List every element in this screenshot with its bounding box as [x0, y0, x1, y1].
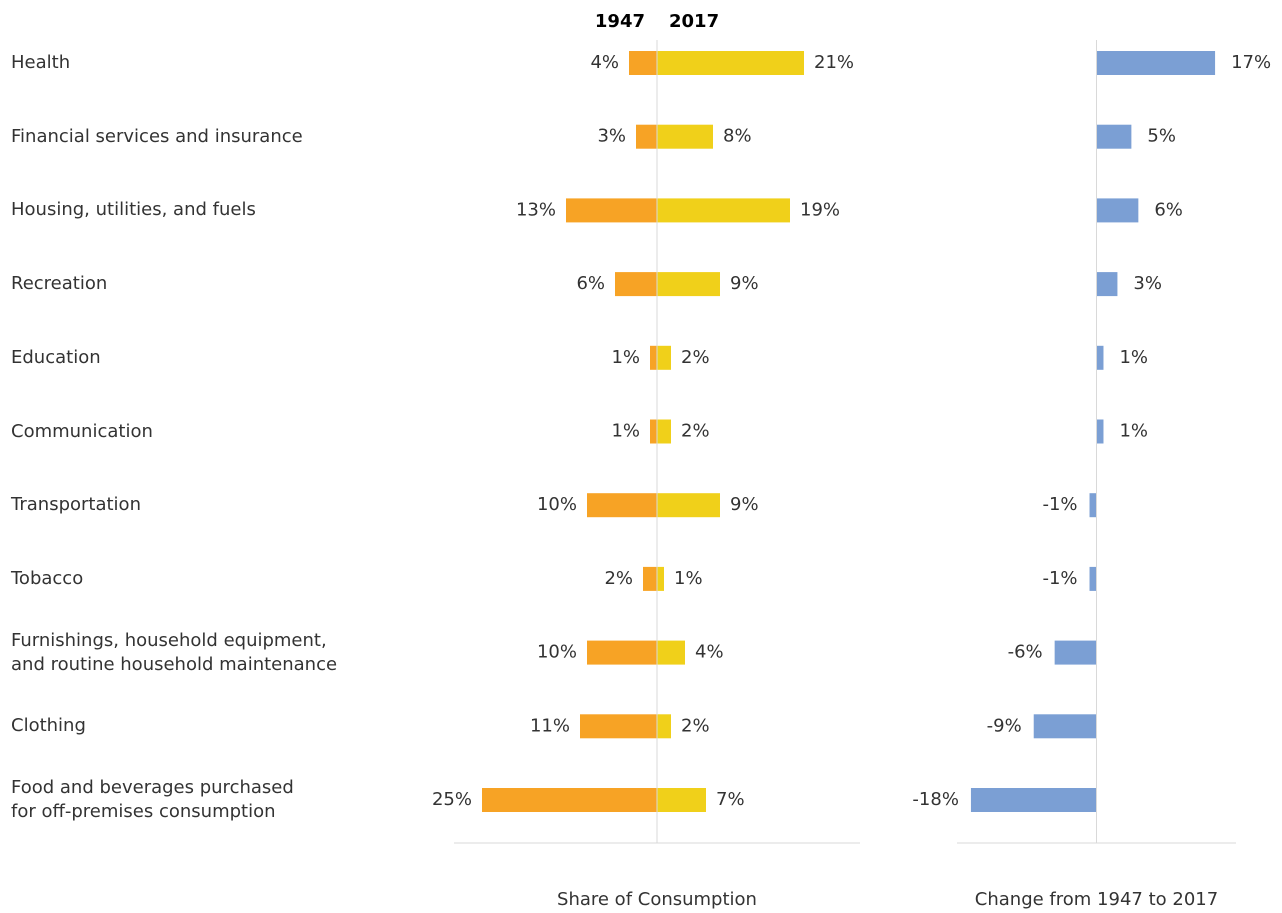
bar — [636, 124, 657, 149]
value-label: 2% — [681, 715, 710, 736]
value-label: -9% — [987, 715, 1022, 736]
value-label: 5% — [1147, 126, 1176, 147]
bar — [657, 124, 713, 149]
bar — [1096, 272, 1118, 297]
category-label: Furnishings, household equipment, and ro… — [11, 629, 338, 675]
value-label: -18% — [912, 789, 959, 810]
bar — [587, 640, 657, 665]
bar — [482, 788, 657, 812]
bar — [657, 714, 671, 739]
category-label: Transportation — [11, 494, 141, 516]
bar — [1096, 198, 1139, 223]
axis-title: Change from 1947 to 2017 — [975, 889, 1218, 910]
bar — [1033, 714, 1097, 739]
bar — [657, 51, 804, 75]
value-label: 17% — [1231, 52, 1271, 73]
value-label: 1% — [611, 347, 640, 368]
value-label: 2% — [681, 347, 710, 368]
category-label: Housing, utilities, and fuels — [11, 199, 256, 221]
category-label: Education — [11, 346, 101, 368]
bar — [657, 566, 664, 591]
value-label: 19% — [800, 199, 840, 220]
category-label: Food and beverages purchased for off-pre… — [11, 777, 294, 822]
value-label: 8% — [723, 126, 752, 147]
bar — [566, 198, 657, 223]
value-label: 9% — [730, 273, 759, 294]
bar — [643, 566, 657, 591]
bar — [580, 714, 657, 739]
value-label: 1% — [1119, 421, 1148, 442]
value-label: 1% — [611, 421, 640, 442]
value-label: 10% — [537, 494, 577, 515]
bar — [657, 419, 671, 444]
value-label: 21% — [814, 52, 854, 73]
bar — [615, 272, 657, 297]
value-label: 2% — [681, 421, 710, 442]
value-label: 1% — [1119, 347, 1148, 368]
bar — [587, 493, 657, 518]
bar — [1096, 51, 1216, 75]
value-label: 4% — [590, 52, 619, 73]
value-label: -1% — [1042, 494, 1077, 515]
bar — [657, 272, 720, 297]
bar — [650, 345, 657, 370]
bar — [1089, 493, 1097, 518]
bar — [657, 345, 671, 370]
bar — [970, 788, 1097, 812]
axis-title: Share of Consumption — [557, 889, 757, 910]
category-label: Financial services and insurance — [11, 125, 303, 147]
value-label: 13% — [516, 199, 556, 220]
value-label: 9% — [730, 494, 759, 515]
bar — [657, 788, 706, 812]
value-label: 25% — [432, 789, 472, 810]
value-label: -1% — [1042, 568, 1077, 589]
category-label: Communication — [11, 420, 153, 442]
bar — [657, 640, 685, 665]
value-label: 7% — [716, 789, 745, 810]
category-label: Recreation — [11, 273, 108, 295]
bar — [1054, 640, 1097, 665]
bar — [629, 51, 657, 75]
bar — [650, 419, 657, 444]
bar — [1096, 419, 1104, 444]
value-label: 10% — [537, 642, 577, 663]
series-header: 1947 — [595, 11, 645, 32]
value-label: 6% — [1154, 199, 1183, 220]
value-label: -6% — [1008, 642, 1043, 663]
series-header: 2017 — [669, 11, 719, 32]
value-label: 3% — [1133, 273, 1162, 294]
category-label: Clothing — [11, 715, 86, 737]
bar — [1089, 566, 1097, 591]
category-label: Health — [11, 52, 71, 73]
bar — [1096, 124, 1132, 149]
value-label: 3% — [597, 126, 626, 147]
category-label: Tobacco — [11, 567, 84, 589]
value-label: 6% — [576, 273, 605, 294]
bar — [657, 198, 790, 223]
value-label: 2% — [604, 568, 633, 589]
value-label: 1% — [674, 568, 703, 589]
bar — [657, 493, 720, 518]
bar — [1096, 345, 1104, 370]
value-label: 4% — [695, 642, 724, 663]
value-label: 11% — [530, 715, 570, 736]
